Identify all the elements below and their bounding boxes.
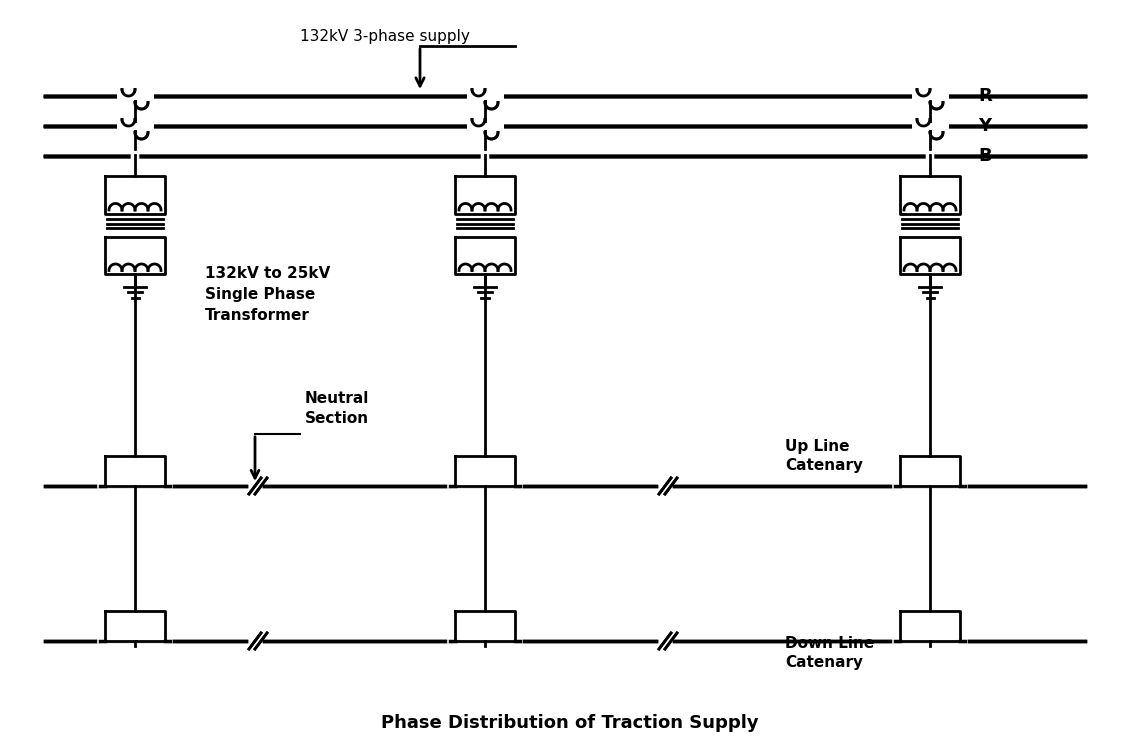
- Text: 132kV 3-phase supply: 132kV 3-phase supply: [300, 29, 470, 44]
- Text: Y: Y: [978, 117, 991, 135]
- Text: Neutral
Section: Neutral Section: [305, 391, 369, 426]
- Text: Up Line
Catenary: Up Line Catenary: [785, 439, 863, 473]
- Text: Phase Distribution of Traction Supply: Phase Distribution of Traction Supply: [380, 714, 759, 732]
- Text: B: B: [978, 147, 992, 165]
- Text: R: R: [978, 87, 992, 105]
- Text: Down Line
Catenary: Down Line Catenary: [785, 635, 875, 671]
- Text: 132kV to 25kV
Single Phase
Transformer: 132kV to 25kV Single Phase Transformer: [205, 266, 330, 323]
